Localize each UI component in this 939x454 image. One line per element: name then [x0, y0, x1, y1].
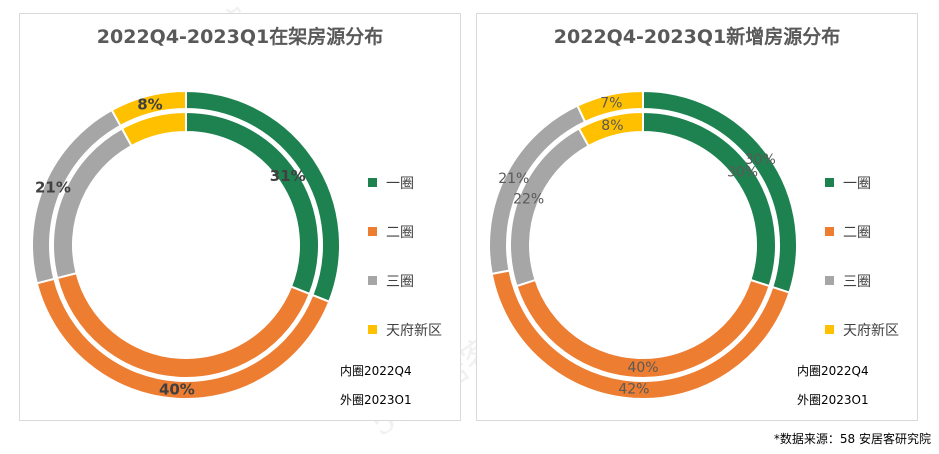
legend-label: 三圈	[386, 273, 414, 290]
chart-panel-listings: 2022Q4-2023Q1在架房源分布 31% 40% 21% 8% 一圈 二圈 三圈…	[19, 13, 461, 421]
legend-label: 三圈	[843, 273, 871, 290]
legend-label: 一圈	[386, 175, 414, 192]
chart-panel-new-listings: 2022Q4-2023Q1新增房源分布 30% 30% 40% 42% 21% 22% 7%…	[476, 13, 918, 421]
legend-swatch	[825, 276, 834, 285]
legend-swatch	[368, 178, 377, 187]
legend-item: 一圈	[368, 170, 442, 195]
legend-label: 天府新区	[843, 322, 899, 339]
outer-ring-note: 外圈2023O1	[797, 393, 869, 407]
legend-item: 天府新区	[825, 317, 899, 342]
legend-label: 二圈	[386, 224, 414, 241]
legend-label: 一圈	[843, 175, 871, 192]
legend-item: 一圈	[825, 170, 899, 195]
legend-swatch	[368, 276, 377, 285]
data-label: 30%	[727, 165, 758, 181]
legend-swatch	[368, 227, 377, 236]
data-label: 30%	[745, 152, 776, 168]
legend-item: 天府新区	[368, 317, 442, 342]
data-label: 8%	[601, 118, 623, 134]
chart-title: 2022Q4-2023Q1在架房源分布	[96, 26, 384, 48]
legend: 一圈 二圈 三圈 天府新区	[825, 170, 899, 366]
data-label: 40%	[627, 360, 658, 376]
data-label: 42%	[618, 382, 649, 398]
inner-ring-slice-4	[120, 110, 187, 148]
inner-ring-slice-1	[642, 110, 777, 288]
data-label: 21%	[498, 171, 529, 187]
legend-item: 二圈	[368, 219, 442, 244]
data-label: 7%	[600, 95, 622, 111]
legend-swatch	[368, 325, 377, 334]
legend-label: 二圈	[843, 224, 871, 241]
legend-item: 三圈	[368, 268, 442, 293]
outer-ring-note: 外圈2023O1	[340, 393, 412, 407]
legend-item: 三圈	[825, 268, 899, 293]
legend-swatch	[825, 178, 834, 187]
donut-chart-listings: 31% 40% 21% 8%	[31, 89, 341, 400]
outer-ring-slice-4	[110, 89, 187, 128]
legend-item: 二圈	[825, 219, 899, 244]
inner-ring-note: 内圈2022Q4	[797, 364, 869, 378]
legend-label: 天府新区	[386, 322, 442, 339]
inner-ring-note: 内圈2022Q4	[340, 364, 412, 378]
donut-chart-new-listings: 30%30% 40% 42% 21% 22% 7% 8%	[488, 89, 798, 400]
data-label: 8%	[137, 96, 162, 114]
data-label: 40%	[159, 381, 195, 399]
legend-swatch	[825, 325, 834, 334]
inner-ring-slice-4	[577, 110, 644, 148]
chart-title: 2022Q4-2023Q1新增房源分布	[553, 26, 841, 48]
legend-swatch	[825, 227, 834, 236]
data-source-note: *数据来源：58 安居客研究院	[773, 432, 931, 446]
data-label: 21%	[35, 178, 71, 196]
outer-ring-slice-4	[576, 89, 644, 124]
legend: 一圈 二圈 三圈 天府新区	[368, 170, 442, 366]
data-label: 31%	[270, 167, 306, 185]
data-label: 22%	[513, 192, 544, 208]
